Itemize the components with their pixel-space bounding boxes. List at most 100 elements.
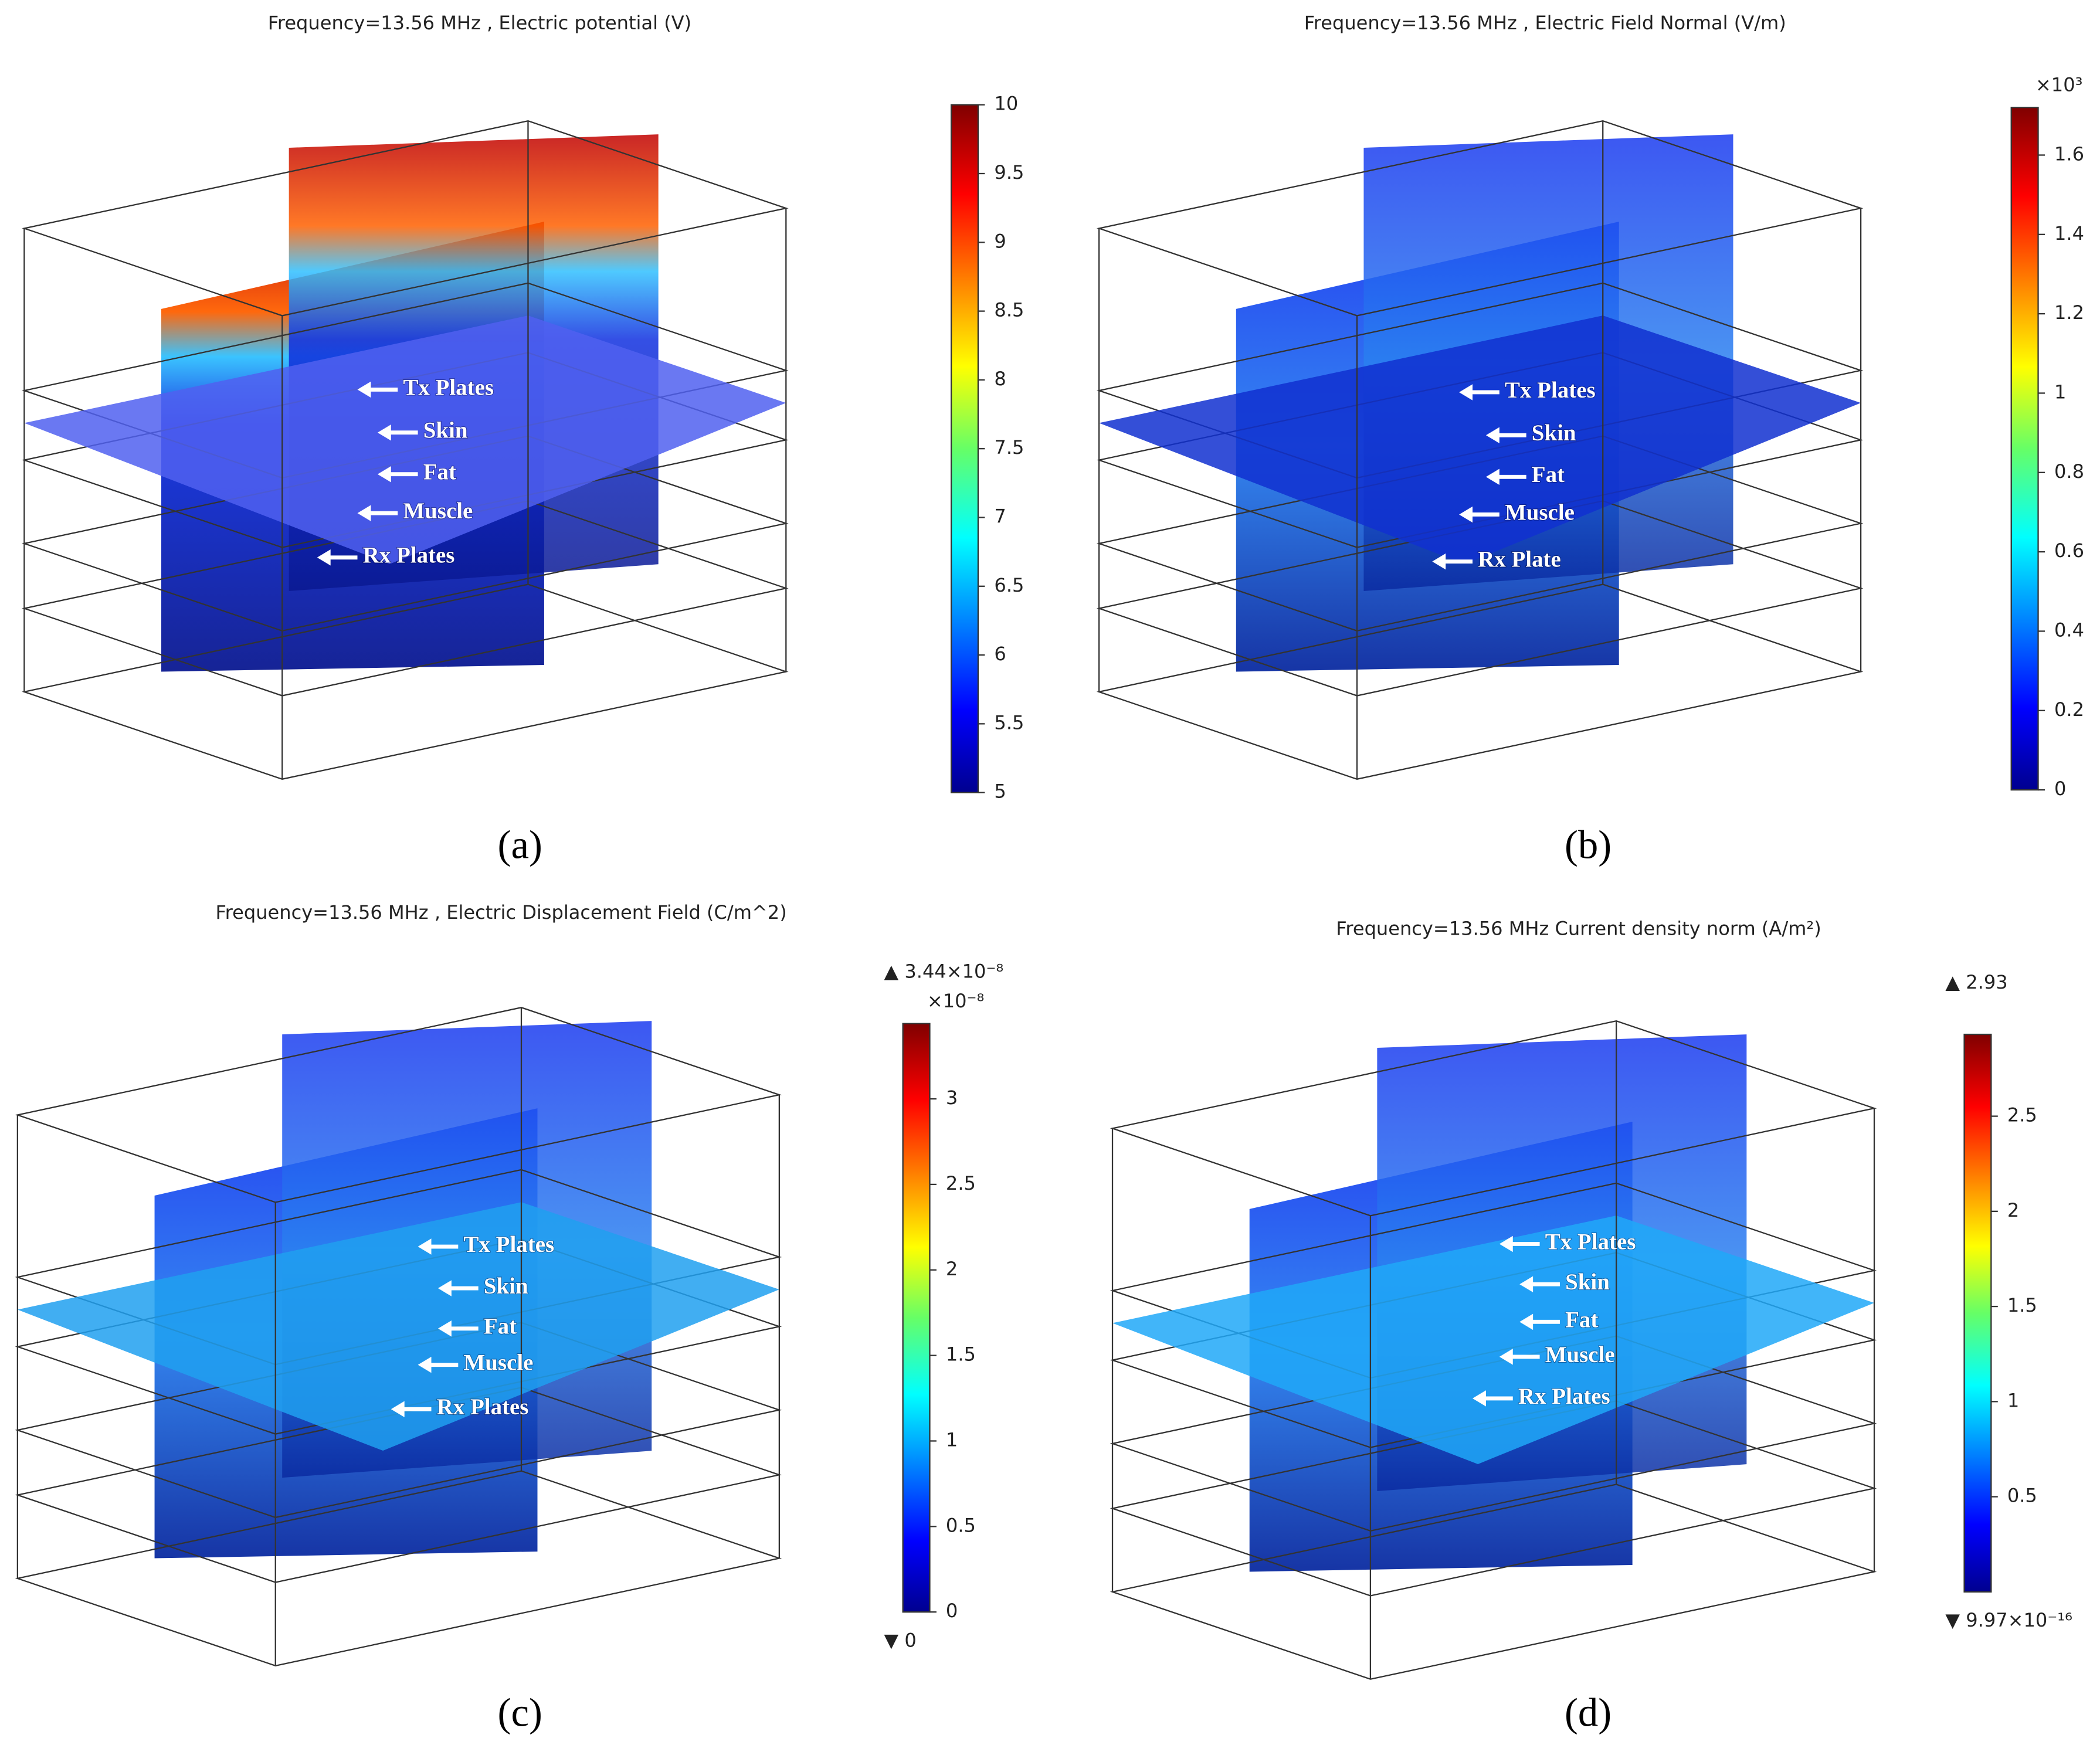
label-arrowhead — [1485, 468, 1499, 486]
region-label: Fat — [484, 1314, 517, 1339]
colorbar — [950, 104, 979, 793]
panel: Frequency=13.56 MHz , Electric potential… — [22, 12, 1024, 867]
colorbar-tick-label: 1.5 — [2007, 1294, 2037, 1316]
box-face — [15, 1470, 782, 1667]
label-arrowhead — [437, 1280, 452, 1296]
region-label: Rx Plates — [363, 543, 455, 568]
horizontal-plane — [1112, 1216, 1875, 1464]
colorbar-tick-label: 9 — [994, 230, 1006, 252]
colorbar-tick-label: 6.5 — [994, 574, 1024, 596]
colorbar-tick-label: 9.5 — [994, 161, 1024, 184]
panel-title: Frequency=13.56 MHz Current density norm… — [1336, 917, 1821, 939]
colorbar-tick-label: 1.2 — [2054, 301, 2084, 324]
box-face — [22, 120, 789, 317]
label-arrowhead — [1459, 384, 1473, 400]
region-label: Tx Plates — [403, 375, 494, 400]
colorbar-max: ▲ 2.93 — [1945, 971, 2007, 993]
label-arrowhead — [377, 424, 391, 441]
label-arrowhead — [418, 1356, 432, 1373]
label-arrowhead — [418, 1238, 432, 1255]
label-arrowhead — [1473, 1390, 1486, 1407]
colorbar-tick-label: 0 — [2054, 778, 2066, 800]
box-face — [1110, 1020, 1877, 1217]
colorbar-tick-label: 1.6 — [2054, 142, 2084, 165]
horizontal-plane — [1099, 315, 1861, 564]
caption: (b) — [1565, 823, 1612, 867]
colorbar-tick-label: 7 — [994, 505, 1006, 527]
colorbar-tick-label: 1 — [2007, 1389, 2019, 1411]
colorbar-tick-label: 0.6 — [2054, 539, 2084, 562]
region-label: Fat — [423, 460, 456, 485]
region-label: Skin — [484, 1274, 528, 1299]
box-face — [1110, 1483, 1877, 1680]
label-arrowhead — [317, 549, 331, 566]
horizontal-plane — [17, 1202, 779, 1451]
caption: (a) — [498, 823, 542, 867]
colorbar-tick-label: 1 — [946, 1428, 958, 1451]
region-label: Fat — [1532, 462, 1565, 487]
region-label: Muscle — [1505, 500, 1575, 525]
colorbar-min: ▼ 9.97×10⁻¹⁶ — [1945, 1609, 2072, 1631]
region-label: Tx Plates — [1505, 378, 1596, 403]
colorbar-tick-label: 1.5 — [946, 1343, 976, 1366]
colorbar-tick-label: 0.5 — [946, 1514, 976, 1536]
colorbar-min: ▼ 0 — [884, 1629, 917, 1652]
colorbar-tick-label: 0.4 — [2054, 619, 2084, 641]
colorbar-tick-label: 1 — [2054, 381, 2066, 403]
colorbar-tick-label: 10 — [994, 93, 1018, 115]
colorbar — [2010, 107, 2039, 791]
label-arrowhead — [1499, 1349, 1513, 1365]
label-arrowhead — [1519, 1313, 1534, 1330]
colorbar-tick-label: 0.5 — [2007, 1485, 2037, 1507]
panel: Frequency=13.56 MHz Current density norm… — [1110, 917, 2072, 1735]
colorbar — [902, 1023, 931, 1613]
panel: Frequency=13.56 MHz , Electric Displacem… — [15, 901, 1004, 1735]
region-label: Skin — [1565, 1269, 1610, 1295]
colorbar-multiplier: ×10⁻⁸ — [927, 990, 984, 1012]
region-label: Tx Plates — [1545, 1229, 1636, 1254]
panel-title: Frequency=13.56 MHz , Electric Displacem… — [216, 901, 787, 924]
box-face — [1096, 583, 1864, 780]
label-arrowhead — [1499, 1235, 1513, 1252]
region-label: Fat — [1565, 1307, 1598, 1332]
colorbar-tick-label: 2 — [946, 1258, 958, 1280]
region-label: Skin — [423, 418, 468, 443]
region-label: Muscle — [1545, 1342, 1615, 1367]
colorbar-tick-label: 1.4 — [2054, 222, 2084, 245]
label-arrowhead — [1432, 553, 1446, 570]
region-label: Rx Plates — [1518, 1384, 1610, 1409]
label-arrowhead — [357, 505, 371, 521]
horizontal-plane — [24, 315, 786, 564]
region-label: Tx Plates — [463, 1232, 554, 1257]
colorbar-tick-label: 0.8 — [2054, 460, 2084, 483]
colorbar-tick-label: 3 — [946, 1087, 958, 1109]
caption: (d) — [1565, 1690, 1612, 1735]
colorbar-tick-label: 8 — [994, 368, 1006, 390]
colorbar-tick-label: 8.5 — [994, 299, 1024, 321]
label-arrowhead — [437, 1320, 452, 1337]
region-label: Rx Plate — [1478, 547, 1561, 572]
label-arrowhead — [357, 381, 371, 398]
label-arrowhead — [1485, 427, 1499, 444]
colorbar-max: ▲ 3.44×10⁻⁸ — [884, 960, 1004, 983]
colorbar-tick-label: 7.5 — [994, 436, 1024, 459]
region-label: Muscle — [463, 1350, 533, 1376]
panel-title: Frequency=13.56 MHz , Electric Field Nor… — [1304, 12, 1786, 34]
caption: (c) — [498, 1690, 542, 1735]
colorbar-tick-label: 0 — [946, 1600, 958, 1622]
box-face — [15, 1007, 782, 1203]
panel: Frequency=13.56 MHz , Electric Field Nor… — [1096, 12, 2084, 867]
region-label: Rx Plates — [437, 1394, 529, 1420]
box-face — [1096, 120, 1864, 317]
region-label: Muscle — [403, 498, 473, 524]
box-face — [22, 583, 789, 780]
colorbar-tick-label: 2.5 — [2007, 1104, 2037, 1126]
label-arrowhead — [1459, 506, 1473, 523]
label-arrowhead — [377, 466, 391, 483]
colorbar-multiplier: ×10³ — [2035, 74, 2083, 96]
region-label: Skin — [1532, 420, 1576, 446]
label-arrowhead — [1519, 1276, 1534, 1292]
colorbar-tick-label: 2 — [2007, 1199, 2019, 1221]
panel-title: Frequency=13.56 MHz , Electric potential… — [268, 12, 691, 34]
